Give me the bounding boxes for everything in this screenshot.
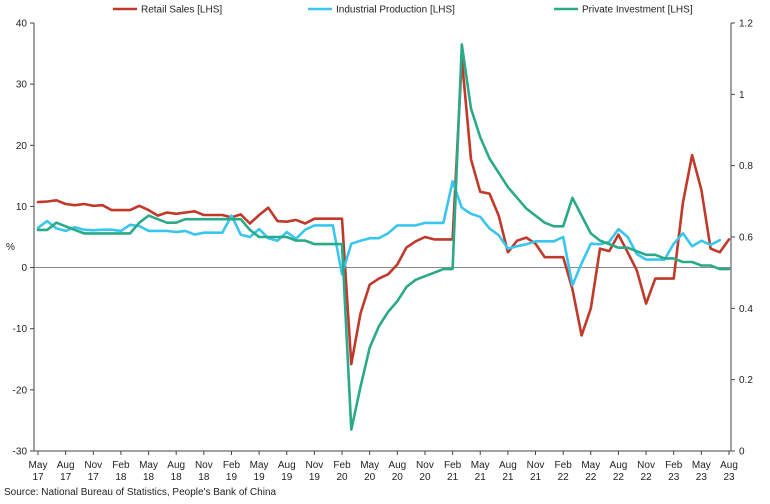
- x-tick-label: Aug 23: [720, 460, 738, 483]
- x-tick-label: Aug 20: [388, 460, 406, 483]
- x-tick-label: Aug 22: [610, 460, 628, 483]
- x-tick-label: May 17: [29, 460, 48, 483]
- x-tick-label: Nov 21: [527, 460, 545, 483]
- x-tick-label: Feb 21: [444, 460, 462, 483]
- legend-entry-0: Retail Sales [LHS]: [141, 5, 222, 16]
- x-tick-label: Nov 19: [306, 460, 324, 483]
- x-tick-label: Feb 18: [112, 460, 130, 483]
- right-tick-label: 1.2: [739, 19, 753, 30]
- left-tick-label: 30: [16, 80, 28, 91]
- axes: -30 -20 -10 0 10 20 30 40 0 0.2 0.4 0.6 0.8 1 1.2 May 17…: [13, 19, 754, 484]
- right-tick-label: 0: [739, 447, 745, 458]
- x-tick-label: May 18: [139, 460, 158, 483]
- left-tick-label: -30: [13, 447, 28, 458]
- x-tick-label: Aug 18: [167, 460, 185, 483]
- x-tick-label: Nov 22: [637, 460, 655, 483]
- x-tick-label: Feb 19: [223, 460, 241, 483]
- x-tick-label: Aug 17: [57, 460, 75, 483]
- x-tick-label: May 23: [692, 460, 711, 483]
- x-tick-label: Feb 20: [333, 460, 351, 483]
- legend-entry-1: Industrial Production [LHS]: [336, 5, 455, 16]
- x-tick-label: May 21: [471, 460, 490, 483]
- left-tick-label: 40: [16, 19, 28, 30]
- series-line-1: [36, 180, 722, 287]
- left-tick-label: 20: [16, 141, 28, 152]
- x-tick-label: Nov 17: [84, 460, 102, 483]
- left-tick-label: 0: [21, 263, 27, 274]
- x-tick-label: May 20: [360, 460, 379, 483]
- right-tick-label: 0.4: [739, 304, 753, 315]
- x-tick-label: May 19: [250, 460, 269, 483]
- x-tick-label: Feb 22: [555, 460, 573, 483]
- right-tick-label: 0.6: [739, 233, 753, 244]
- legend-entry-2: Private Investment [LHS]: [582, 5, 693, 16]
- left-tick-label: -20: [13, 385, 28, 396]
- left-tick-label: -10: [13, 324, 28, 335]
- legend: Retail Sales [LHS] Industrial Production …: [113, 5, 693, 16]
- x-tick-label: Nov 20: [416, 460, 434, 483]
- series-lines: [36, 43, 731, 431]
- x-tick-label: Nov 18: [195, 460, 213, 483]
- x-tick-label: May 22: [581, 460, 600, 483]
- series-line-2: [36, 43, 731, 431]
- x-tick-label: Aug 21: [499, 460, 517, 483]
- x-tick-label: Feb 23: [665, 460, 683, 483]
- y-axis-label: %: [6, 242, 15, 253]
- right-tick-label: 0.8: [739, 161, 753, 172]
- source-note: Source: National Bureau of Statistics, P…: [4, 487, 277, 498]
- left-tick-label: 10: [16, 202, 28, 213]
- right-tick-label: 1: [739, 90, 745, 101]
- x-tick-label: Aug 19: [278, 460, 296, 483]
- right-tick-label: 0.2: [739, 375, 753, 386]
- series-line-0: [36, 57, 731, 366]
